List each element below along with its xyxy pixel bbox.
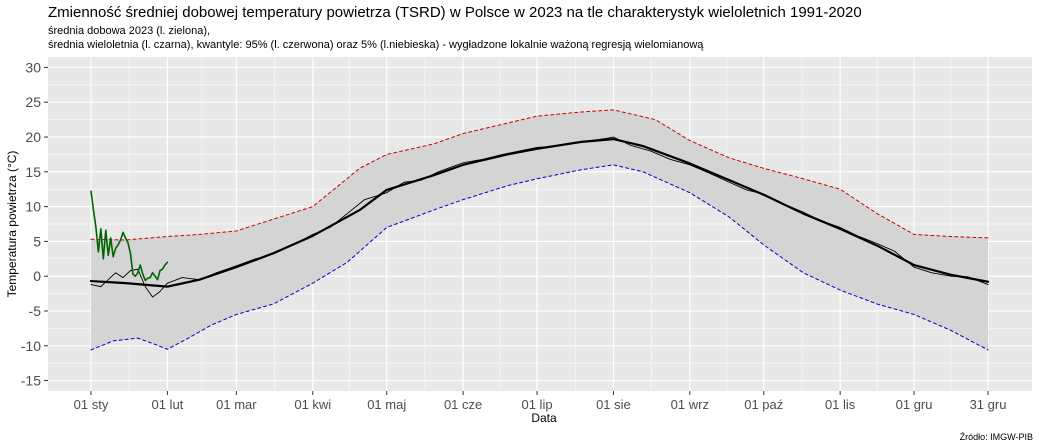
y-tick-label: 5 <box>33 233 41 249</box>
y-tick-label: 25 <box>25 94 41 110</box>
series-line-daily-mean <box>90 136 989 298</box>
series-line-daily-2023 <box>90 190 169 282</box>
y-axis-label: Temperatura powietrza (°C) <box>5 151 19 298</box>
y-axis: -15 -10 -5 0 5 10 15 20 25 30 <box>21 59 48 389</box>
x-tick-label: 01 sty <box>74 397 109 412</box>
x-tick-label: 01 kwi <box>294 397 331 412</box>
x-tick-label: 01 paź <box>744 397 783 412</box>
x-axis-label: Data <box>531 411 557 425</box>
x-tick-label: 01 mar <box>216 397 257 412</box>
x-tick-label: 01 cze <box>444 397 482 412</box>
x-tick-label: 01 maj <box>367 397 406 412</box>
x-tick-label: 31 gru <box>970 397 1007 412</box>
x-tick-label: 01 lis <box>825 397 856 412</box>
series-lines <box>89 109 990 351</box>
y-tick-label: -15 <box>21 373 41 389</box>
y-tick-label: 10 <box>25 199 41 215</box>
x-tick-label: 01 sie <box>596 397 631 412</box>
x-tick-label: 01 lut <box>151 397 183 412</box>
chart-subtitle-2: średnia wieloletnia (l. czarna), kwantyl… <box>48 39 704 51</box>
series-line-q05 <box>90 164 989 351</box>
x-tick-label: 01 wrz <box>671 397 709 412</box>
x-tick-label: 01 lip <box>521 397 552 412</box>
series-line-mean <box>89 138 990 288</box>
y-tick-label: 30 <box>25 59 41 75</box>
x-tick-label: 01 gru <box>896 397 933 412</box>
y-tick-label: 0 <box>33 268 41 284</box>
quantile-band <box>91 109 988 350</box>
y-tick-label: 15 <box>25 164 41 180</box>
chart-subtitle-1: średnia dobowa 2023 (l. zielona), <box>48 25 211 37</box>
source-note: Źródło: IMGW-PIB <box>959 432 1033 442</box>
chart-title: Zmienność średniej dobowej temperatury p… <box>48 4 862 21</box>
x-axis: 01 sty 01 lut 01 mar 01 kwi 01 maj 01 cze 01 l… <box>74 391 1007 412</box>
y-tick-label: -10 <box>21 338 41 354</box>
y-tick-label: -5 <box>29 303 42 319</box>
y-tick-label: 20 <box>25 129 41 145</box>
series-line-q95 <box>90 109 989 241</box>
